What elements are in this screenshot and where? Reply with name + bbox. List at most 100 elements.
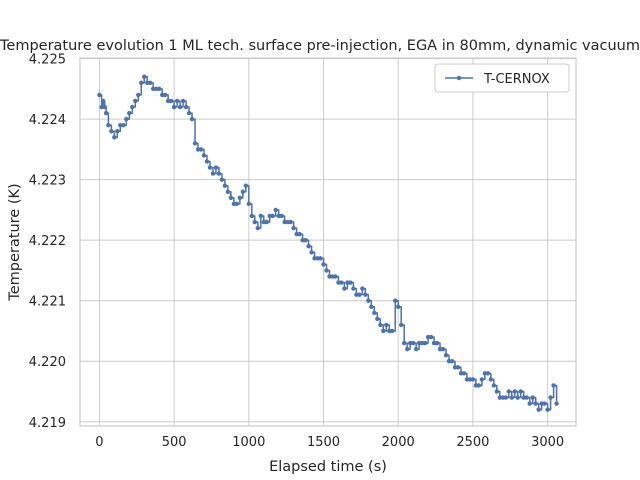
data-point — [127, 110, 132, 116]
data-point — [339, 280, 344, 285]
data-point — [180, 98, 186, 104]
data-point — [381, 328, 386, 334]
data-point — [396, 304, 401, 309]
data-point — [255, 225, 260, 231]
data-point — [551, 383, 556, 388]
data-point — [183, 104, 189, 110]
data-point — [479, 377, 485, 382]
data-point — [333, 274, 338, 279]
y-axis-label: Temperature (K) — [7, 183, 23, 301]
data-point — [258, 213, 263, 219]
data-point — [324, 268, 329, 273]
data-point — [485, 371, 491, 376]
data-point — [375, 316, 380, 322]
data-point — [264, 219, 269, 225]
legend-marker — [456, 75, 462, 81]
data-point — [252, 219, 257, 225]
plot-area — [80, 58, 576, 426]
y-tick-label: 4.222 — [29, 234, 66, 249]
y-tick-label: 4.223 — [29, 174, 66, 189]
data-point — [503, 395, 508, 400]
y-tick-label: 4.221 — [29, 295, 66, 310]
data-point — [97, 92, 102, 98]
y-tick-label: 4.225 — [29, 53, 66, 68]
data-point — [357, 292, 362, 297]
data-point — [413, 346, 419, 352]
data-point — [536, 407, 541, 412]
y-tick-label: 4.220 — [29, 355, 66, 370]
x-tick-label: 500 — [162, 435, 187, 450]
data-point — [393, 298, 398, 303]
axes-frame — [79, 57, 577, 427]
y-tick-label: 4.224 — [29, 113, 66, 128]
data-point — [342, 286, 347, 291]
data-point — [318, 256, 323, 261]
data-point — [378, 322, 383, 328]
data-point — [124, 116, 129, 122]
data-point — [512, 389, 517, 394]
data-point — [401, 340, 407, 346]
data-point — [100, 98, 106, 104]
data-point — [360, 286, 365, 291]
data-point — [213, 165, 219, 170]
data-point — [372, 310, 377, 316]
data-point — [142, 74, 147, 79]
data-point — [270, 213, 275, 219]
data-point — [288, 219, 293, 225]
data-point — [369, 304, 374, 309]
grid — [80, 58, 576, 426]
data-point — [186, 110, 192, 116]
data-point — [506, 389, 511, 394]
data-point — [309, 250, 314, 255]
data-point — [201, 153, 207, 158]
data-point — [548, 395, 553, 400]
data-point — [297, 231, 302, 237]
legend-box — [434, 63, 570, 93]
data-point — [177, 104, 183, 110]
data-point — [306, 244, 311, 249]
data-point — [515, 395, 520, 400]
data-point — [461, 371, 467, 376]
data-point — [174, 98, 180, 104]
data-point — [455, 365, 461, 370]
data-point — [237, 195, 243, 201]
x-tick-label: 3000 — [531, 435, 564, 450]
data-point — [399, 322, 404, 328]
data-point — [121, 122, 126, 128]
legend: T-CERNOX — [434, 63, 570, 93]
x-axis-label: Elapsed time (s) — [269, 459, 387, 475]
data-point — [291, 225, 296, 231]
data-point — [449, 359, 455, 364]
data-point — [527, 401, 532, 406]
data-point — [168, 98, 174, 104]
data-point — [470, 377, 476, 382]
data-point — [198, 147, 204, 152]
data-point — [136, 92, 141, 98]
data-point — [171, 104, 177, 110]
data-point — [222, 183, 228, 188]
x-tick-label: 2000 — [382, 435, 415, 450]
data-point — [428, 334, 434, 340]
x-tick-labels: 0 500 1000 1500 2000 2500 3000 — [95, 435, 564, 450]
data-point — [545, 407, 550, 412]
x-tick-label: 1500 — [307, 435, 340, 450]
data-point — [103, 110, 109, 116]
data-point — [524, 395, 529, 400]
data-point — [228, 195, 234, 201]
data-point — [440, 346, 446, 352]
data-point — [279, 213, 284, 219]
data-point — [390, 328, 395, 334]
data-point — [509, 395, 514, 400]
data-point — [273, 207, 278, 213]
data-point — [243, 183, 249, 188]
data-point — [348, 280, 353, 285]
axes-spines — [79, 57, 577, 427]
data-point — [434, 340, 440, 346]
data-point — [112, 135, 117, 140]
data-point — [542, 401, 547, 406]
x-tick-label: 0 — [95, 435, 103, 450]
data-point — [518, 389, 523, 394]
data-point — [219, 177, 225, 182]
data-point — [240, 189, 246, 194]
